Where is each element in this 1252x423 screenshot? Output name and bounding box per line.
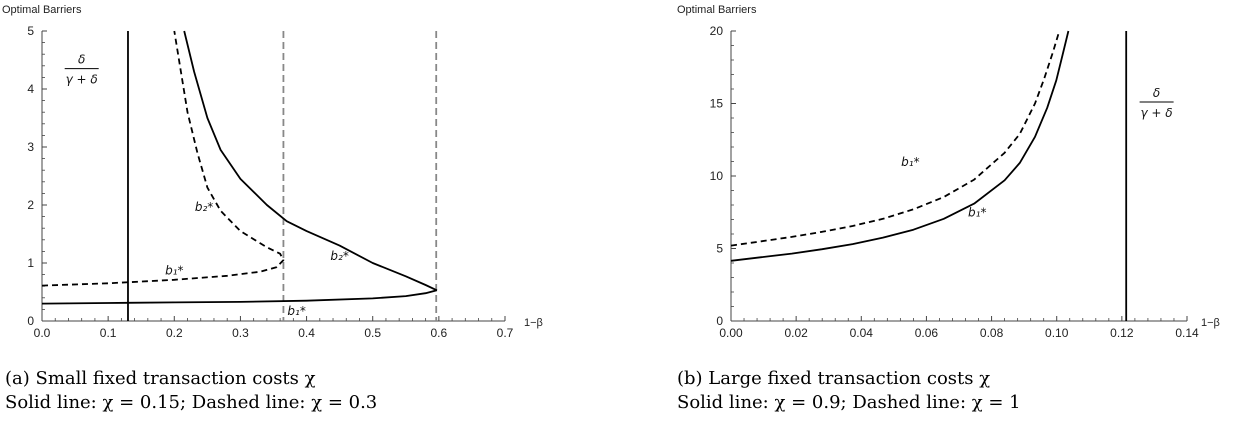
panel-legend-caption: Solid line: χ = 0.15; Dashed line: χ = 0… xyxy=(5,392,377,413)
solid-series-0 xyxy=(730,30,1070,262)
dashed-series-1 xyxy=(730,30,1061,247)
x-tick-label: 0.0 xyxy=(34,326,51,340)
y-tick-label: 5 xyxy=(27,24,34,38)
x-tick-label: 0.10 xyxy=(1045,326,1069,340)
x-tick-label: 0.06 xyxy=(915,326,939,340)
y-tick-label: 4 xyxy=(27,82,34,96)
fraction-numerator: δ xyxy=(1153,86,1160,100)
curve-label: b₁* xyxy=(165,264,183,278)
x-tick-label: 0.5 xyxy=(364,326,381,340)
y-tick-label: 10 xyxy=(710,169,724,183)
x-tick-label: 0.00 xyxy=(719,326,743,340)
x-tick-label: 0.2 xyxy=(166,326,183,340)
y-tick-label: 0 xyxy=(27,314,34,328)
panel-caption: (b) Large fixed transaction costs χ xyxy=(677,368,990,389)
fraction-denominator: γ + δ xyxy=(1141,106,1173,120)
curve-label: b₁* xyxy=(901,155,919,169)
y-tick-label: 0 xyxy=(716,314,723,328)
chart-panel-a: Optimal Barriers 0.0 0.1 0.2 0.3 0.4 0.5 0.6 0.7… xyxy=(2,4,543,413)
x-tick-label: 0.14 xyxy=(1175,326,1199,340)
chart-panel-b: Optimal Barriers 0.00 0.02 0.04 0.06 0.08 0.10… xyxy=(677,4,1220,413)
dashed-series-2 xyxy=(41,30,285,287)
chart-title: Optimal Barriers xyxy=(677,4,757,16)
x-tick-label: 0.7 xyxy=(497,326,514,340)
curve-label: b₂* xyxy=(195,200,213,214)
x-tick-label: 0.3 xyxy=(232,326,249,340)
x-tick-label: 0.08 xyxy=(980,326,1004,340)
x-tick-label: 0.6 xyxy=(431,326,448,340)
y-tick-label: 2 xyxy=(27,198,34,212)
curve-label: b₂* xyxy=(330,249,348,263)
y-tick-label: 5 xyxy=(716,242,723,256)
x-axis-label: 1−β xyxy=(524,317,543,329)
y-tick-label: 20 xyxy=(710,24,724,38)
x-tick-label: 0.1 xyxy=(100,326,117,340)
solid-series-0 xyxy=(41,289,438,305)
x-tick-label: 0.04 xyxy=(850,326,874,340)
chart-title: Optimal Barriers xyxy=(2,4,82,16)
x-axis-label: 1−β xyxy=(1201,317,1220,329)
x-tick-label: 0.12 xyxy=(1110,326,1134,340)
x-tick-label: 0.02 xyxy=(784,326,808,340)
fraction-numerator: δ xyxy=(78,53,85,67)
y-tick-label: 3 xyxy=(27,140,34,154)
y-tick-label: 1 xyxy=(27,256,34,270)
solid-series-1 xyxy=(183,30,438,292)
curve-label: b₁* xyxy=(287,304,305,318)
curve-label: b₁* xyxy=(968,206,986,220)
panel-legend-caption: Solid line: χ = 0.9; Dashed line: χ = 1 xyxy=(677,392,1021,413)
panel-caption: (a) Small fixed transaction costs χ xyxy=(5,368,316,389)
x-tick-label: 0.4 xyxy=(298,326,315,340)
y-tick-label: 15 xyxy=(710,97,724,111)
fraction-denominator: γ + δ xyxy=(66,73,98,87)
